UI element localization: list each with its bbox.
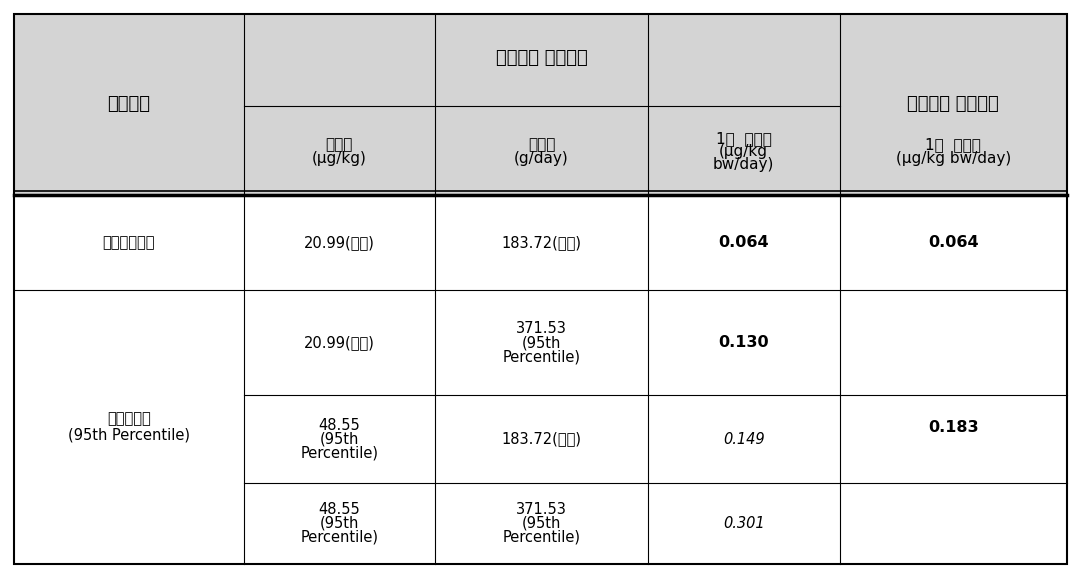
Text: 183.72(평균): 183.72(평균)	[502, 235, 582, 250]
Text: (95th: (95th	[320, 432, 359, 446]
Text: 확률론적 노출평가: 확률론적 노출평가	[907, 95, 999, 113]
Bar	[243, 14, 840, 106]
Text: bw/day): bw/day)	[713, 157, 774, 172]
Text: (μg/kg): (μg/kg)	[312, 151, 366, 166]
Text: 오염도: 오염도	[325, 137, 353, 152]
Text: 섭취량: 섭취량	[528, 137, 556, 152]
Text: 0.130: 0.130	[719, 335, 769, 350]
Text: 1일  노출량: 1일 노출량	[716, 131, 772, 146]
Text: 0.064: 0.064	[927, 235, 978, 250]
Bar	[648, 106, 840, 195]
Text: 48.55: 48.55	[319, 417, 360, 432]
Text: Percentile): Percentile)	[301, 530, 378, 545]
Text: (μg/kg: (μg/kg	[719, 144, 769, 159]
Text: 20.99(평균): 20.99(평균)	[304, 235, 375, 250]
Text: 20.99(평균): 20.99(평균)	[304, 335, 375, 350]
Bar	[840, 14, 1067, 195]
Text: 결정론적 노출평가: 결정론적 노출평가	[496, 49, 587, 67]
Text: 183.72(평균): 183.72(평균)	[502, 432, 582, 446]
Text: 0.183: 0.183	[927, 420, 978, 435]
Text: 고노출집단: 고노출집단	[107, 412, 150, 427]
Text: 노출집단: 노출집단	[107, 95, 150, 113]
Text: 평균노출집단: 평균노출집단	[103, 235, 155, 250]
Bar	[243, 106, 436, 195]
Text: 0.301: 0.301	[723, 516, 764, 531]
Text: 1일  노출량: 1일 노출량	[925, 137, 982, 152]
Text: 0.149: 0.149	[723, 432, 764, 446]
Text: 371.53: 371.53	[516, 502, 568, 517]
Text: (95th Percentile): (95th Percentile)	[68, 428, 190, 443]
Text: (95th: (95th	[522, 516, 561, 531]
Text: 371.53: 371.53	[516, 321, 568, 336]
Text: (g/day): (g/day)	[515, 151, 569, 166]
Text: 48.55: 48.55	[319, 502, 360, 517]
Bar	[14, 14, 243, 195]
Text: (μg/kg bw/day): (μg/kg bw/day)	[896, 151, 1011, 166]
Bar	[436, 106, 648, 195]
Text: Percentile): Percentile)	[301, 446, 378, 461]
Text: Percentile): Percentile)	[503, 349, 580, 364]
Text: Percentile): Percentile)	[503, 530, 580, 545]
Text: (95th: (95th	[320, 516, 359, 531]
Text: (95th: (95th	[522, 335, 561, 350]
Text: 0.064: 0.064	[719, 235, 769, 250]
